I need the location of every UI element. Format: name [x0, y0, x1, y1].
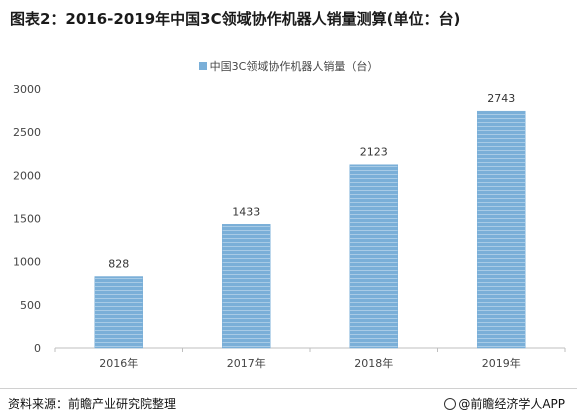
bar-chart: 0 500 1000 1500 2000 2500 3000 828 2016年 1433 201…	[13, 83, 566, 370]
x-tick-label: 2017年	[227, 356, 266, 370]
footer: 资料来源：前瞻产业研究院整理 @前瞻经济学人APP	[0, 388, 577, 417]
data-label: 2743	[487, 92, 515, 105]
y-tick-label: 2000	[13, 169, 41, 182]
data-label: 1433	[232, 205, 260, 218]
chart-title: 图表2：2016-2019年中国3C领域协作机器人销量测算(单位：台)	[10, 10, 461, 28]
y-tick-label: 3000	[13, 83, 41, 96]
legend-label: 中国3C领域协作机器人销量（台）	[209, 60, 379, 73]
x-tick-label: 2019年	[482, 356, 521, 370]
source-note: 资料来源：前瞻产业研究院整理	[8, 397, 177, 411]
bar-2019年	[477, 110, 526, 349]
data-label: 828	[108, 258, 129, 271]
bar-2016年	[94, 276, 143, 349]
y-tick-label: 0	[34, 342, 41, 355]
legend-swatch	[198, 62, 207, 70]
legend: 中国3C领域协作机器人销量（台）	[0, 58, 577, 74]
bar-2018年	[349, 164, 398, 349]
y-tick-label: 1000	[13, 256, 41, 269]
data-label: 2123	[360, 146, 388, 159]
y-tick-label: 1500	[13, 213, 41, 226]
brand-label: @前瞻经济学人APP	[458, 397, 565, 411]
x-tick-label: 2018年	[354, 356, 393, 370]
y-tick-label: 500	[20, 299, 41, 312]
bar-2017年	[222, 224, 271, 349]
brand-logo-icon	[444, 398, 457, 410]
y-tick-label: 2500	[13, 126, 41, 139]
brand-attribution: @前瞻经济学人APP	[444, 395, 565, 412]
x-tick-label: 2016年	[99, 356, 138, 370]
